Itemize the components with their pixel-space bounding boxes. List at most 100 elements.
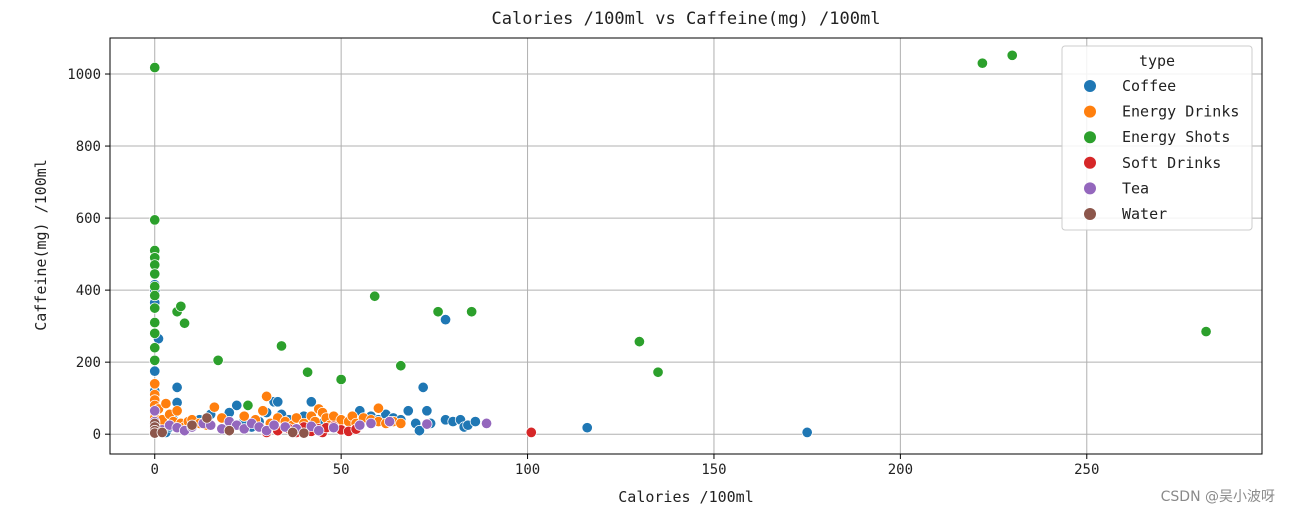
series-water [149,412,310,439]
legend-item-soft-drinks: Soft Drinks [1084,154,1221,172]
data-points [149,49,1212,439]
y-axis-title: Caffeine(mg) /100ml [32,159,50,331]
point-energy-shots [302,366,314,378]
legend-items: Coffee Energy Drinks Energy Shots Soft Drin… [1084,77,1239,223]
point-energy-drinks [208,401,220,413]
point-energy-shots [432,306,444,318]
point-energy-drinks [372,402,384,414]
point-energy-shots [633,336,645,348]
x-tick-label: 250 [1074,462,1099,478]
point-coffee [801,426,813,438]
legend-marker [1084,182,1096,195]
point-tea [268,419,280,431]
point-water [223,425,235,437]
legend: type Coffee Energy Drinks Energy Shots Soft… [1061,45,1253,231]
legend-item-coffee: Coffee [1084,77,1176,95]
point-energy-shots [149,316,161,329]
point-energy-shots [976,57,988,69]
point-energy-drinks [238,410,250,422]
y-tick-label: 600 [76,211,101,227]
axis-ticks: 0 50 100 150 200 250 0 200 400 600 800 1000 [67,67,1099,478]
point-energy-shots [395,360,407,372]
point-energy-shots [175,300,187,312]
point-tea [261,425,273,437]
point-tea [384,416,396,428]
point-energy-shots [1200,325,1212,338]
point-water [201,412,213,424]
legend-box [1061,45,1253,231]
point-tea [238,423,250,435]
x-tick-label: 100 [515,462,540,478]
point-energy-drinks [160,398,172,410]
point-tea [480,417,493,429]
legend-label: Energy Drinks [1122,103,1239,121]
point-energy-shots [1006,49,1018,61]
legend-label: Energy Shots [1122,128,1230,146]
point-energy-shots [179,317,191,329]
point-energy-drinks [171,405,183,417]
point-energy-drinks [257,405,269,417]
y-tick-label: 400 [76,283,101,299]
point-water [156,426,168,438]
point-energy-shots [466,306,478,318]
legend-title: type [1139,52,1175,70]
watermark: CSDN @吴小波呀 [1160,489,1275,505]
legend-item-tea: Tea [1084,179,1149,197]
point-coffee [272,396,284,408]
point-coffee [581,422,593,434]
series-energy-shots [149,49,1212,411]
x-tick-label: 200 [888,462,913,478]
point-tea [149,405,161,417]
y-tick-label: 800 [76,139,101,155]
point-coffee [171,381,183,393]
point-energy-shots [275,340,288,352]
point-soft-drinks [525,426,537,438]
point-coffee [305,396,317,408]
point-coffee [421,405,433,417]
point-energy-shots [212,354,224,366]
plot-frame [109,37,1263,455]
point-energy-shots [149,214,161,226]
point-tea [365,417,377,429]
point-energy-shots [149,268,161,280]
point-water [287,426,299,438]
point-energy-shots [149,302,161,314]
x-tick-label: 50 [333,462,350,478]
legend-item-energy-drinks: Energy Drinks [1084,103,1239,121]
point-coffee [413,425,425,437]
legend-item-energy-shots: Energy Shots [1084,128,1230,146]
legend-label: Water [1122,205,1167,223]
point-tea [354,419,366,431]
point-energy-shots [335,373,347,385]
legend-marker [1084,208,1096,220]
legend-label: Tea [1122,179,1149,197]
y-tick-label: 1000 [67,67,101,83]
point-energy-shots [652,366,664,378]
point-coffee [402,405,414,417]
legend-label: Soft Drinks [1122,154,1221,172]
legend-marker [1084,105,1096,118]
point-coffee [231,399,243,411]
x-tick-label: 150 [701,462,726,478]
point-energy-drinks [149,378,161,390]
point-water [298,427,310,439]
y-tick-label: 0 [93,427,101,443]
x-tick-label: 0 [151,462,159,478]
point-tea [328,422,340,434]
point-energy-shots [149,354,161,366]
point-energy-shots [369,290,381,302]
point-coffee [439,314,452,326]
point-energy-shots [149,289,161,302]
point-energy-drinks [290,412,302,424]
x-axis-title: Calories /100ml [618,488,753,506]
point-water [186,419,198,431]
point-energy-drinks [261,390,273,402]
legend-marker [1084,131,1096,144]
point-tea [313,425,325,437]
point-coffee [149,365,161,377]
point-energy-shots [149,61,161,74]
point-tea [279,421,291,433]
point-energy-shots [149,342,161,354]
legend-label: Coffee [1122,77,1176,95]
